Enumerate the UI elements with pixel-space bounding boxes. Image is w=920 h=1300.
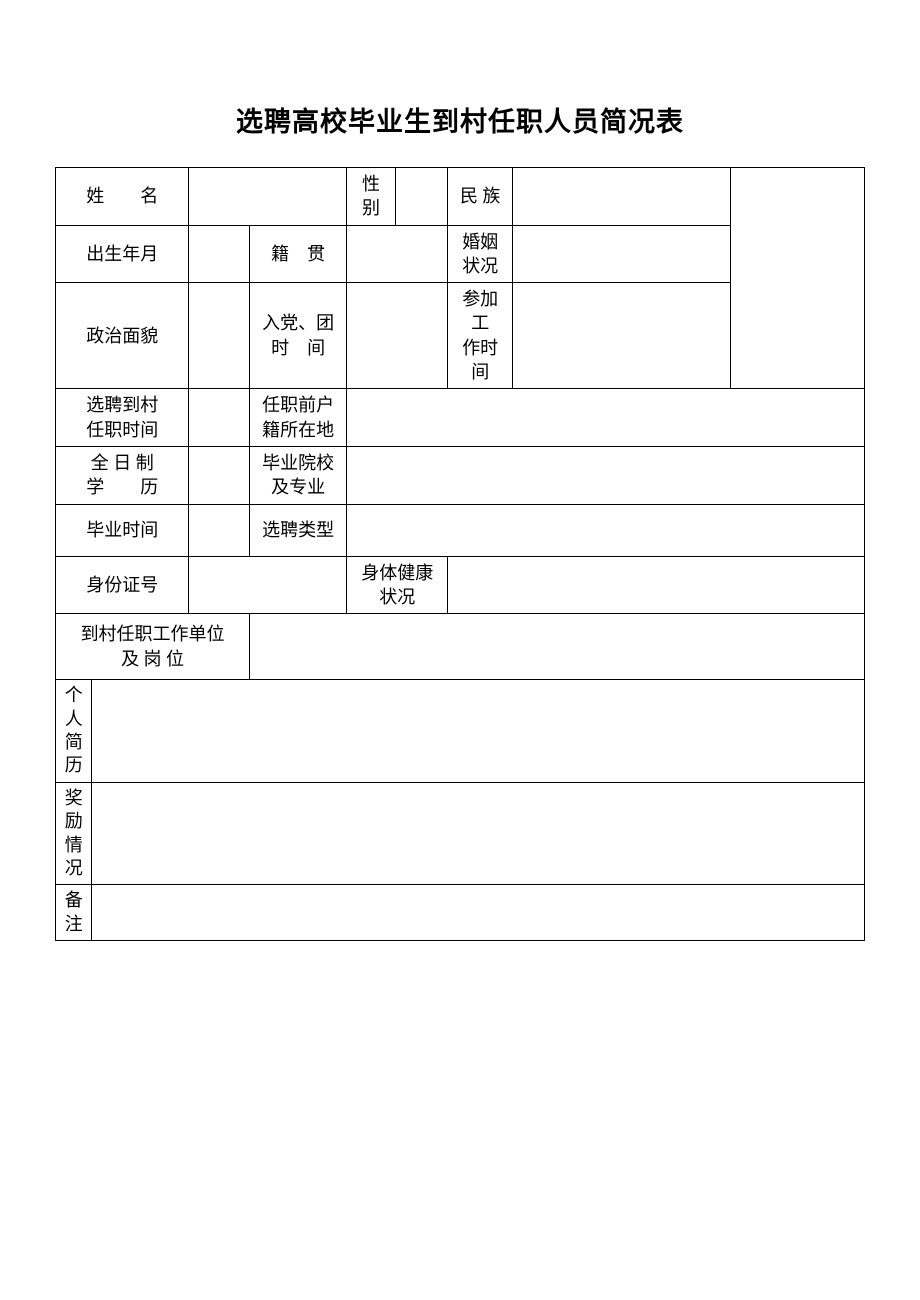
label-id-number: 身份证号 <box>56 556 189 614</box>
table-row: 奖励情况 <box>56 782 865 885</box>
value-id-number <box>189 556 347 614</box>
label-select-type: 选聘类型 <box>250 504 347 556</box>
value-notes <box>92 885 865 941</box>
table-row: 个人简历 <box>56 680 865 783</box>
label-notes: 备注 <box>56 885 92 941</box>
label-ethnicity: 民 族 <box>448 168 513 226</box>
table-row: 备注 <box>56 885 865 941</box>
value-school-major <box>347 446 865 504</box>
label-work-unit: 到村任职工作单位 及 岗 位 <box>56 614 250 680</box>
profile-form-table: 姓 名 性别 民 族 出生年月 籍 贯 婚姻 状况 政治面貌 入党、团 时 间 <box>55 167 865 941</box>
table-row: 身份证号 身体健康状况 <box>56 556 865 614</box>
label-work-date: 参加工 作时间 <box>448 283 513 389</box>
photo-area <box>731 168 865 389</box>
table-row: 到村任职工作单位 及 岗 位 <box>56 614 865 680</box>
label-birth: 出生年月 <box>56 225 189 283</box>
label-party-date: 入党、团 时 间 <box>250 283 347 389</box>
value-birth <box>189 225 250 283</box>
value-health <box>448 556 865 614</box>
value-grad-date <box>189 504 250 556</box>
value-party-date <box>347 283 448 389</box>
value-education <box>189 446 250 504</box>
value-prior-hukou <box>347 389 865 447</box>
label-marital-status: 婚姻 状况 <box>448 225 513 283</box>
label-prior-hukou: 任职前户 籍所在地 <box>250 389 347 447</box>
label-health: 身体健康状况 <box>347 556 448 614</box>
value-political <box>189 283 250 389</box>
value-awards <box>92 782 865 885</box>
value-village-date <box>189 389 250 447</box>
table-row: 毕业时间 选聘类型 <box>56 504 865 556</box>
value-ethnicity <box>513 168 731 226</box>
label-village-date: 选聘到村 任职时间 <box>56 389 189 447</box>
label-awards: 奖励情况 <box>56 782 92 885</box>
label-grad-date: 毕业时间 <box>56 504 189 556</box>
value-marital-status <box>513 225 731 283</box>
value-resume <box>92 680 865 783</box>
label-political: 政治面貌 <box>56 283 189 389</box>
value-native-place <box>347 225 448 283</box>
value-name <box>189 168 347 226</box>
label-gender: 性别 <box>347 168 396 226</box>
page-title: 选聘高校毕业生到村任职人员简况表 <box>55 100 865 139</box>
table-row: 选聘到村 任职时间 任职前户 籍所在地 <box>56 389 865 447</box>
value-select-type <box>347 504 865 556</box>
table-row: 姓 名 性别 民 族 <box>56 168 865 226</box>
value-work-date <box>513 283 731 389</box>
value-gender <box>395 168 448 226</box>
label-school-major: 毕业院校 及专业 <box>250 446 347 504</box>
label-resume: 个人简历 <box>56 680 92 783</box>
table-row: 全 日 制 学 历 毕业院校 及专业 <box>56 446 865 504</box>
label-native-place: 籍 贯 <box>250 225 347 283</box>
label-education: 全 日 制 学 历 <box>56 446 189 504</box>
value-work-unit <box>250 614 865 680</box>
label-name: 姓 名 <box>56 168 189 226</box>
